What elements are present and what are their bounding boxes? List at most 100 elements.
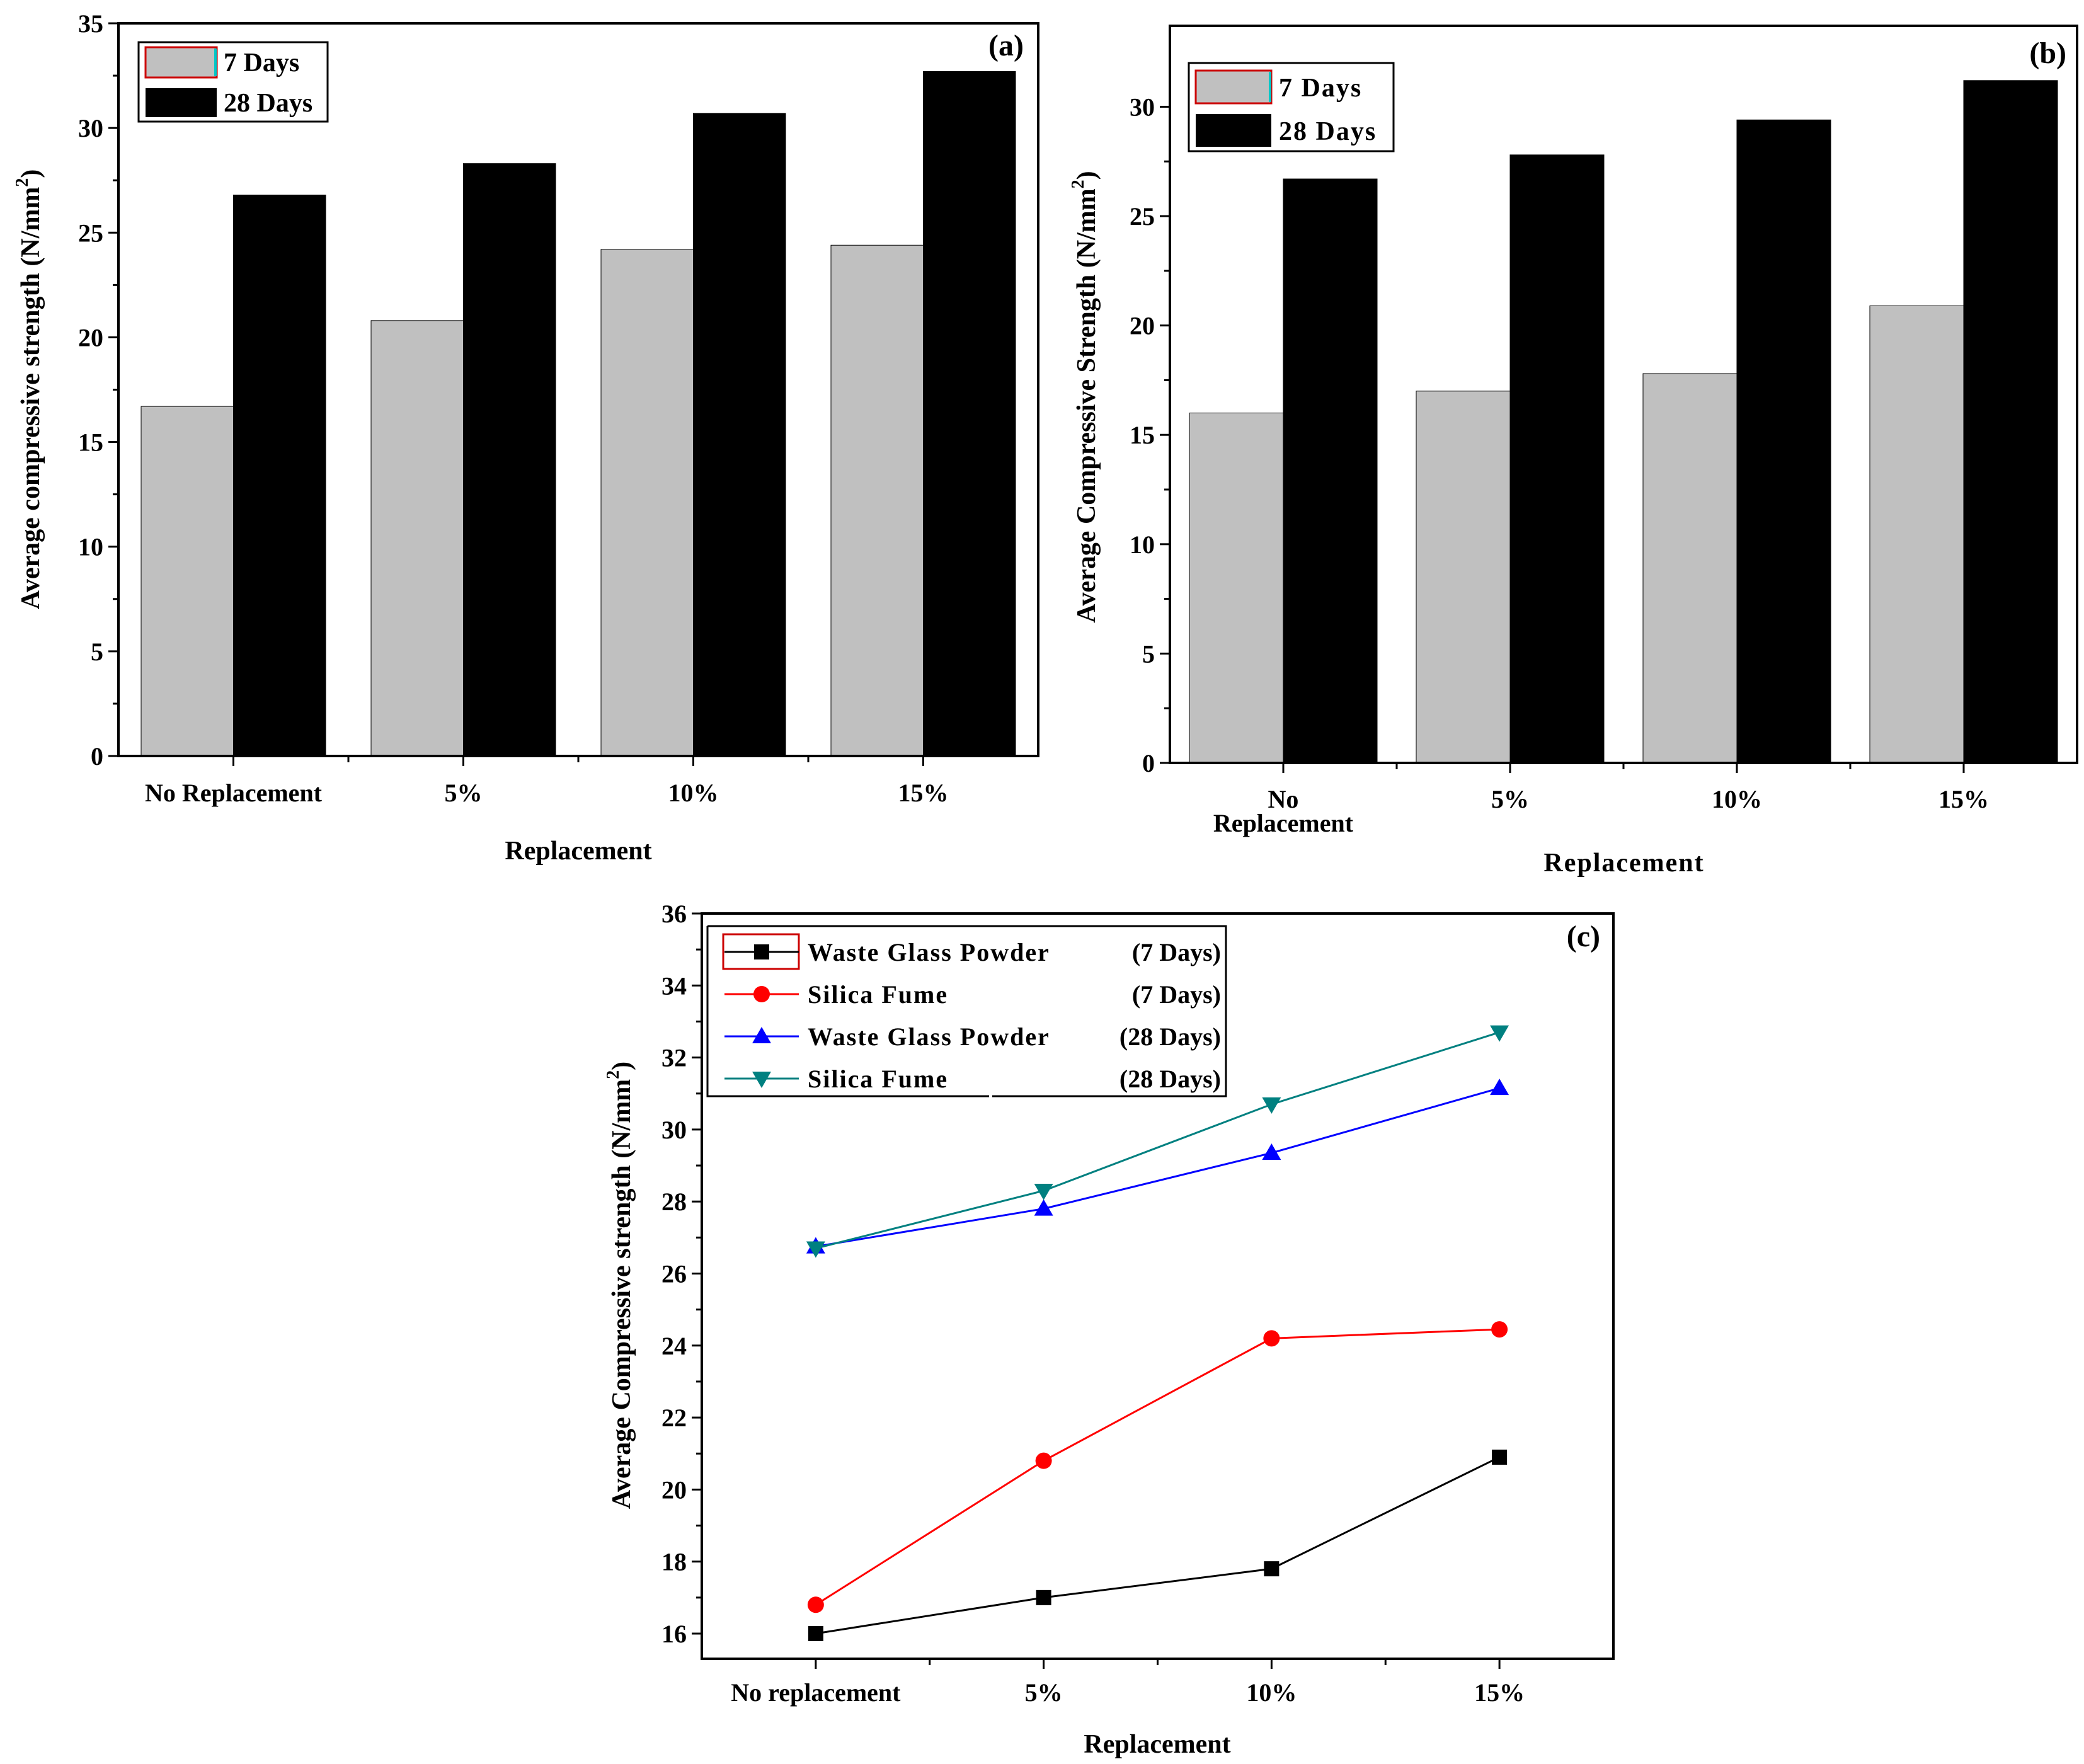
panel-c-point-waste-glass-powder-28-days [1490,1079,1509,1096]
panel-b-x-axis-title: Replacement [1543,849,1704,878]
panel-c-y-tick-label: 18 [661,1548,687,1576]
panel-a-y-tick-label: 15 [78,428,103,457]
panel-a-bar-28-days-10 [693,113,786,757]
panel-b-y-axis: 0 5 10 15 20 25 30 [1130,93,1170,777]
panel-c-legend-marker-silica-fume-7-days [753,986,770,1002]
panel-a-y-tick-label: 10 [78,533,103,561]
panel-b-legend: 7 Days 28 Days [1188,62,1395,152]
panel-b-x-tick-label: 5% [1491,785,1529,813]
panel-a: 0 5 10 15 20 25 30 35 No Replacement 5% 10% 15% (a… [13,9,1039,866]
panel-c-point-silica-fume-7-days [1035,1452,1052,1469]
panel-c-point-waste-glass-powder-28-days [1262,1143,1281,1160]
panel-a-y-tick-label: 5 [91,638,103,666]
panel-a-bar-7-days-15 [830,244,924,757]
panel-a-bar-28-days-15 [923,71,1016,757]
panel-b-y-axis-title: Average Compressive Strength (N/mm2) [1068,171,1101,622]
panel-c-point-waste-glass-powder-7-days [1492,1449,1508,1465]
panel-c-point-silica-fume-28-days [806,1241,825,1258]
panel-c-x-axis-title: Replacement [1084,1730,1230,1759]
panel-a-bar-28-days-5 [463,163,556,757]
panel-c-legend-name-silica-fume-28-days: Silica Fume [808,1065,948,1093]
panel-a-legend-swatch-7-days [144,46,218,79]
panel-c-legend-box [706,925,1227,1097]
panel-c-y-tick-label: 20 [661,1475,687,1504]
panel-a-legend-swatch-28-days [146,88,217,117]
panel-c-x-tick-label: No replacement [731,1678,901,1707]
panel-a-y-tick-label: 30 [78,114,103,142]
panel-c-point-waste-glass-powder-7-days [1264,1561,1280,1577]
panel-a-legend-label-7-days: 7 Days [224,49,299,77]
panel-b-legend-label-7-days: 7 Days [1279,74,1362,103]
panel-c-legend-period-waste-glass-powder-28-days: (28 Days) [1119,1022,1221,1051]
panel-b-y-tick-label: 0 [1142,749,1155,777]
panel-b-bar-28-days-10 [1736,119,1831,764]
panel-c-point-silica-fume-7-days [1263,1330,1280,1347]
panel-c-point-waste-glass-powder-7-days [808,1625,823,1641]
panel-b-y-tick-label: 20 [1130,312,1155,340]
panel-c-legend-period-silica-fume-28-days: (28 Days) [1119,1065,1221,1093]
panel-b-bar-7-days-5 [1416,391,1511,764]
panel-c-legend-period-silica-fume-7-days: (7 Days) [1132,980,1221,1009]
panel-a-y-axis-title: Average compressive strength (N/mm2) [13,169,45,610]
panel-a-y-tick-label: 25 [78,219,103,247]
panel-c-line-waste-glass-powder-28-days [815,1087,1500,1248]
panel-b-y-tick-label: 30 [1130,93,1155,121]
panel-c-point-waste-glass-powder-7-days [1036,1589,1051,1605]
panel-c-point-silica-fume-7-days [807,1596,824,1613]
panel-b-y-tick-label: 25 [1130,202,1155,231]
panel-a-bar-7-days-10 [600,249,694,757]
panel-a-x-tick-label: 5% [445,779,483,807]
panel-a-legend-label-28-days: 28 Days [224,89,312,118]
panel-b-label: (b) [2029,37,2066,70]
panel-a-bars [140,71,1016,757]
panel-c-legend-marker-silica-fume-28-days [752,1072,771,1088]
panel-c-line-silica-fume-7-days [815,1328,1500,1606]
panel-a-bar-28-days-no-replacement [233,194,326,757]
panel-b-bar-28-days-no-replacement [1283,178,1378,764]
panel-c-y-axis-title: Average Compressive strength (N/mm2) [604,1062,636,1509]
panel-c-y-tick-label: 34 [661,971,687,1000]
panel-a-bar-7-days-no-replacement [140,406,234,757]
panel-c-legend: Waste Glass Powder (7 Days) Silica Fume (7 … [706,925,1227,1097]
panel-b-y-tick-label: 15 [1130,421,1155,449]
panel-c-x-tick-label: 15% [1474,1678,1525,1707]
panel-b-x-tick-label: 15% [1938,785,1989,813]
panel-a-y-tick-label: 20 [78,323,103,352]
panel-c-lines [806,1025,1509,1641]
panel-b-x-tick-label: 10% [1712,785,1762,813]
panel-a-x-tick-label: 10% [668,779,719,807]
panel-c-legend-name-waste-glass-powder-7-days: Waste Glass Powder [808,938,1050,966]
panel-c-label: (c) [1567,920,1600,953]
panel-c-line-silica-fume-28-days [815,1031,1500,1249]
panel-a-legend: 7 Days 28 Days [137,41,329,123]
panel-c-legend-name-waste-glass-powder-28-days: Waste Glass Powder [808,1022,1050,1051]
panel-c-point-silica-fume-7-days [1491,1321,1508,1338]
panel-b-legend-swatch-28-days [1196,114,1271,147]
panel-a-x-axis-title: Replacement [505,837,651,866]
panel-c-point-silica-fume-28-days [1262,1097,1281,1114]
panel-c-x-tick-label: 10% [1246,1678,1297,1707]
panel-c-y-tick-label: 28 [661,1188,687,1216]
panel-c-x-axis: No replacement 5% 10% 15% [731,1659,1525,1707]
panel-a-y-axis: 0 5 10 15 20 25 30 35 [78,9,118,770]
panel-c-y-tick-label: 16 [661,1620,687,1648]
panel-c-y-tick-label: 26 [661,1259,687,1288]
panel-c: 16 18 20 22 24 26 28 30 32 34 36 No replacement 5% 1… [604,900,1615,1759]
panel-b-bars [1189,80,2058,764]
panel-c-y-tick-label: 32 [661,1044,687,1072]
panel-c-line-waste-glass-powder-7-days [815,1456,1500,1635]
panel-c-y-tick-label: 36 [661,900,687,928]
panel-b-bar-7-days-no-replacement [1189,413,1284,764]
panel-a-x-tick-label: 15% [898,779,949,807]
panel-c-point-silica-fume-28-days [1490,1025,1509,1042]
panel-c-legend-name-silica-fume-7-days: Silica Fume [808,980,948,1009]
panel-c-legend-marker-waste-glass-powder-28-days [752,1027,771,1043]
panel-c-y-tick-label: 22 [661,1404,687,1432]
panel-b-bar-7-days-10 [1642,373,1738,764]
panel-b-x-tick-label: Replacement [1213,809,1354,837]
panel-c-x-tick-label: 5% [1025,1678,1063,1707]
panel-a-y-tick-label: 0 [91,742,103,770]
panel-b-bar-28-days-5 [1509,154,1605,764]
